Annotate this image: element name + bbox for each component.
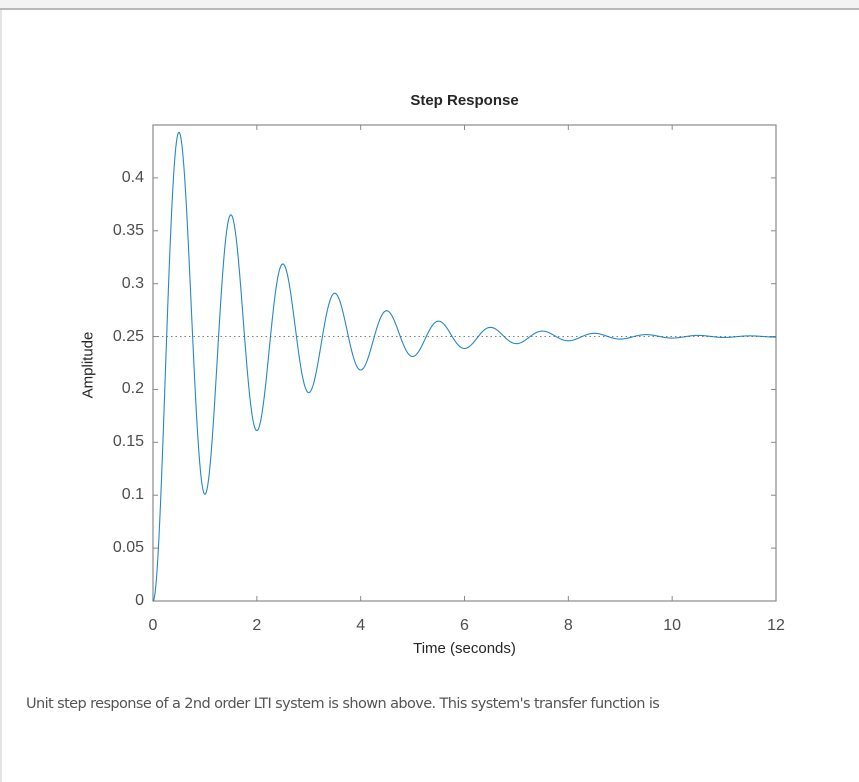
- y-tick-label: 0.15: [112, 433, 144, 451]
- x-axis-label: Time (seconds): [413, 640, 516, 657]
- plot-area: [152, 124, 777, 602]
- chart-title: Step Response: [410, 92, 519, 109]
- question-caption: Unit step response of a 2nd order LTI sy…: [26, 696, 660, 712]
- y-tick-label: 0.1: [121, 486, 144, 504]
- y-tick-label: 0: [135, 592, 144, 609]
- y-tick-label: 0.4: [121, 168, 144, 186]
- y-tick-label: 0.35: [112, 221, 144, 239]
- x-tick-label: 10: [663, 617, 682, 634]
- x-tick-label: 8: [563, 617, 573, 634]
- step-response-curve: [152, 131, 776, 602]
- top-bar: [0, 0, 859, 10]
- y-tick-label: 0.05: [112, 539, 144, 557]
- x-tick-label: 2: [252, 617, 262, 634]
- x-tick-label: 4: [356, 617, 366, 634]
- step-response-figure: Step Response 0 0.05 0.1 0.15 0.2 0.25 0.3 0.35…: [79, 92, 785, 657]
- axes-box: [152, 124, 777, 602]
- y-tick-label: 0.25: [112, 327, 144, 345]
- x-tick-label: 6: [460, 617, 469, 634]
- y-tick-label: 0.2: [121, 380, 144, 398]
- page-left-border: [0, 10, 2, 782]
- x-tick-label: 0: [148, 617, 158, 634]
- y-axis-label: Amplitude: [79, 331, 97, 399]
- x-tick-label: 12: [767, 617, 785, 634]
- y-tick-label: 0.3: [121, 274, 144, 292]
